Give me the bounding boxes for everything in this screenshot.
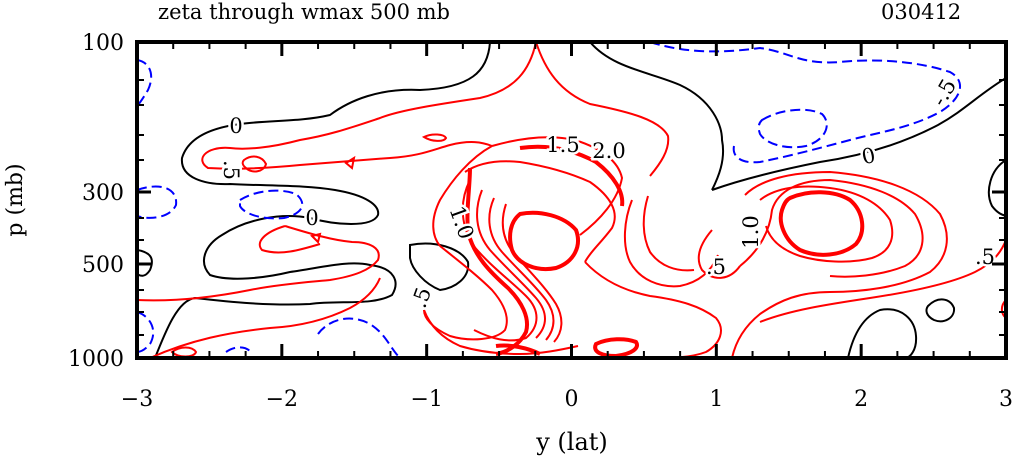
y-tick-label: 300 [82, 181, 124, 206]
contour-label: -.5 [927, 75, 961, 111]
x-tick-label: 3 [999, 387, 1013, 412]
contour-label: 1.0 [445, 203, 479, 243]
x-axis: −3 −2 −1 0 1 2 3 [121, 42, 1013, 412]
contour-label: .5 [706, 255, 726, 279]
chart-title: zeta through wmax 500 mb [158, 0, 450, 24]
positive-contours [137, 42, 1006, 358]
contour-label: .5 [975, 245, 995, 269]
contour-labels: 0 0 0 .5 .5 .5 .5 1.0 1.0 1.5 2.0 -.5 [217, 72, 998, 313]
plot-frame [135, 40, 1008, 360]
x-tick-label: −3 [121, 387, 153, 412]
negative-contours [137, 42, 962, 358]
y-tick-label: 500 [82, 253, 124, 278]
y-axis: 100 300 500 1000 [68, 31, 1006, 372]
x-tick-label: 0 [565, 387, 579, 412]
contour-label: 0 [860, 143, 878, 169]
x-tick-label: 1 [709, 387, 723, 412]
contour-field [137, 42, 1006, 358]
x-tick-label: −1 [410, 387, 442, 412]
contour-label: .5 [407, 284, 436, 311]
zero-contours [137, 42, 1006, 358]
x-tick-label: 2 [854, 387, 868, 412]
x-tick-label: −2 [266, 387, 298, 412]
y-tick-label: 100 [82, 31, 124, 56]
contour-label: 1.5 [546, 133, 579, 157]
date-code: 030412 [881, 0, 961, 24]
contour-label: .5 [219, 160, 243, 180]
contour-label: 1.0 [739, 215, 763, 248]
contour-label: 0 [305, 206, 318, 230]
contour-label: 2.0 [592, 139, 625, 163]
y-axis-label: p (mb) [3, 163, 28, 236]
x-axis-label: y (lat) [535, 428, 608, 456]
contour-label: 0 [229, 114, 242, 138]
y-tick-label: 1000 [68, 347, 124, 372]
